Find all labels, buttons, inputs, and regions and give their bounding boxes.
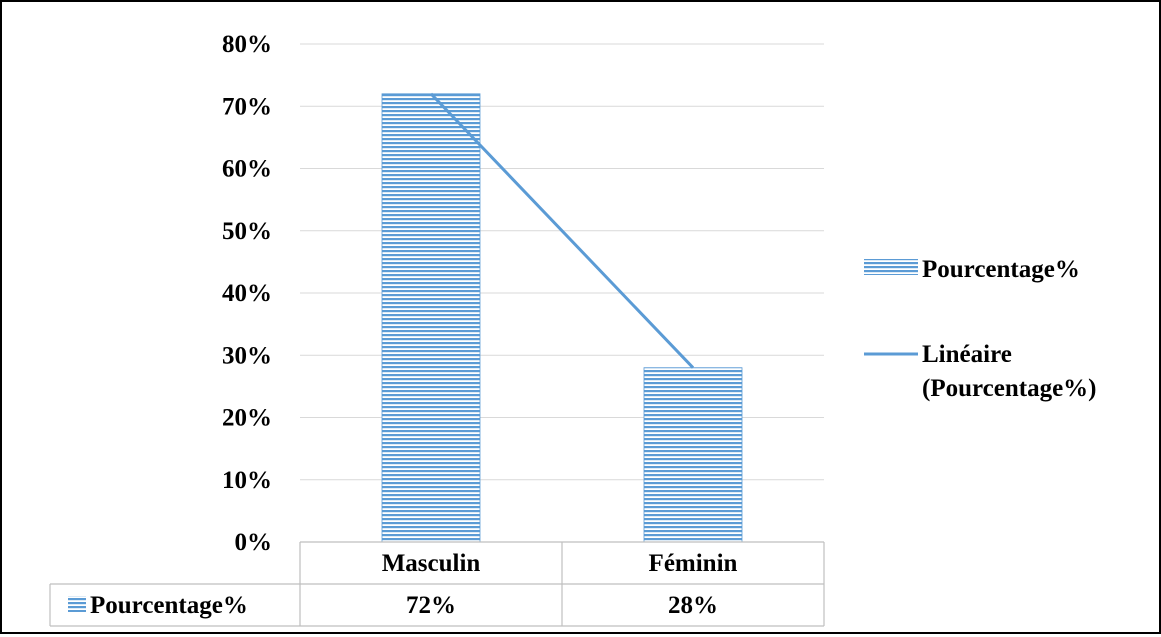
- data-table-row-label: Pourcentage%: [90, 592, 248, 619]
- y-tick-label: 20%: [222, 405, 272, 432]
- y-tick-label: 80%: [222, 31, 272, 58]
- bars: [381, 93, 743, 543]
- data-table-legend-key: [68, 596, 86, 612]
- y-tick-label: 40%: [222, 280, 272, 307]
- y-tick-label: 10%: [222, 467, 272, 494]
- y-tick-label: 70%: [222, 93, 272, 120]
- data-table: Masculin Féminin 72% 28% Pourcentage%: [49, 541, 825, 627]
- legend-bar-swatch: [864, 259, 918, 275]
- y-axis-tick-labels: 0% 10% 20% 30% 40% 50% 60% 70% 80%: [222, 31, 272, 556]
- y-tick-label: 30%: [222, 342, 272, 369]
- gridlines: [300, 43, 824, 481]
- bar: [381, 93, 481, 543]
- trendline: [429, 92, 695, 369]
- trendline-line: [429, 92, 695, 369]
- legend-label-trendline: Linéaire: [922, 341, 1012, 368]
- category-label: Féminin: [649, 550, 738, 577]
- category-label: Masculin: [382, 550, 481, 577]
- legend-label-trendline-cont: (Pourcentage%): [922, 375, 1097, 402]
- legend-label-bar: Pourcentage%: [922, 256, 1080, 283]
- data-table-value: 28%: [668, 592, 718, 619]
- data-table-value: 72%: [406, 592, 456, 619]
- legend: Pourcentage% Linéaire (Pourcentage%): [864, 256, 1097, 402]
- y-tick-label: 0%: [235, 529, 273, 556]
- bar: [643, 367, 743, 543]
- y-tick-label: 60%: [222, 156, 272, 183]
- y-tick-label: 50%: [222, 218, 272, 245]
